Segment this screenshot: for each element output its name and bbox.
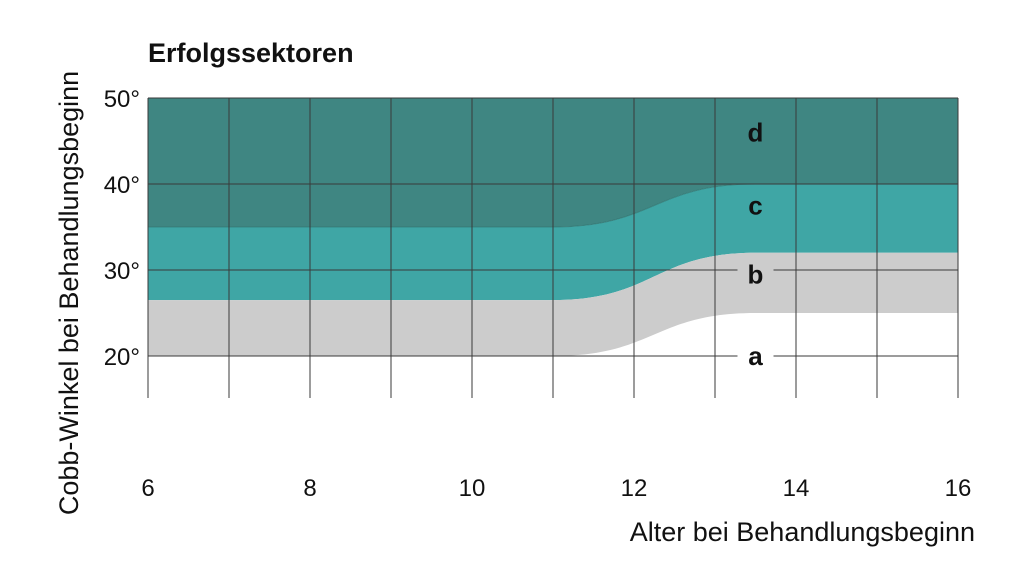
region-label-d: d [748,117,764,147]
x-tick-labels: 6 8 10 12 14 16 [141,475,971,502]
y-tick-label: 40° [104,172,140,199]
x-tick-label: 6 [141,475,154,502]
x-tick-label: 10 [459,475,486,502]
x-tick-label: 14 [783,475,810,502]
x-axis-label: Alter bei Behandlungsbeginn [630,517,975,547]
x-tick-label: 12 [621,475,648,502]
x-tick-label: 16 [945,475,972,502]
chart-title: Erfolgssektoren [148,38,354,68]
region-label-b: b [748,259,764,289]
region-label-pad [737,342,774,370]
y-tick-labels: 20° 30° 40° 50° [104,86,140,371]
boundary-c-d [148,183,958,228]
y-tick-label: 30° [104,258,140,285]
y-tick-label: 50° [104,86,140,113]
grid [147,97,959,398]
y-tick-label: 20° [104,344,140,371]
region-labels: a b c d [737,117,774,371]
x-tick-label: 8 [303,475,316,502]
region-label-a: a [748,341,763,371]
y-axis-label: Cobb-Winkel bei Behandlungsbeginn [54,71,84,515]
region-label-pad [737,260,774,289]
region-label-c: c [748,191,762,221]
